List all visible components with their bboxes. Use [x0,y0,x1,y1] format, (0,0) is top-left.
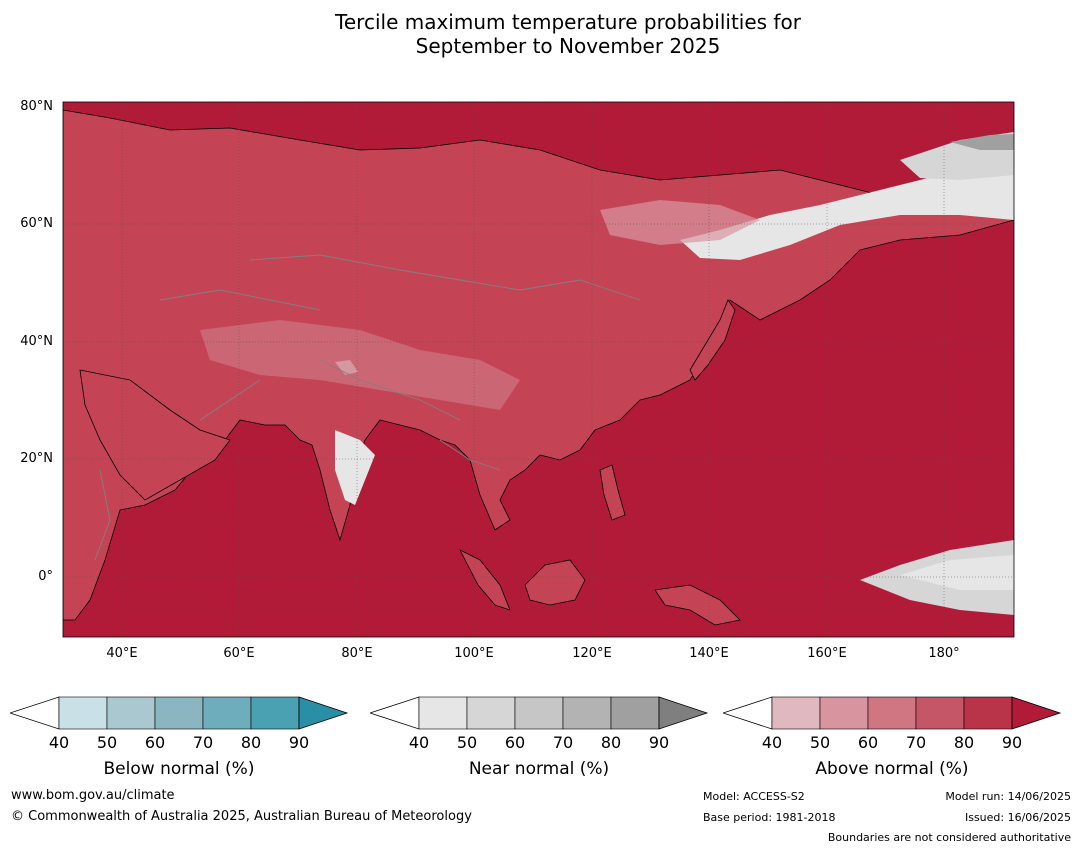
near-normal-india [335,430,375,505]
cb-near-tick-80: 80 [600,733,622,752]
lon-label-160e: 160°E [807,646,847,661]
cb-above-tick-50: 50 [809,733,831,752]
cb-below-tick-80: 80 [240,733,262,752]
cb-below-tick-60: 60 [144,733,166,752]
cb-near-tick-60: 60 [504,733,526,752]
cb-below-60 [154,696,204,730]
landmass-japan [689,299,736,381]
title-line-1: Tercile maximum temperature probabilitie… [335,10,801,34]
footer-base-period: Base period: 1981-2018 [703,811,836,824]
map-title: Tercile maximum temperature probabilitie… [0,10,1081,58]
footer-model-run: Model run: 14/06/2025 [945,790,1071,803]
cb-above-label: Above normal (%) [815,759,969,779]
lon-label-80e: 80°E [341,646,373,661]
country-borders [94,254,641,561]
cb-above-80 [963,696,1013,730]
cb-near-label: Near normal (%) [468,759,610,779]
lat-label-60n: 60°N [20,216,53,231]
near-normal-arctic-dark [950,134,1014,150]
lat-label-80n: 80°N [20,99,53,114]
cb-below-50 [106,696,156,730]
footer-copyright: © Commonwealth of Australia 2025, Austra… [11,809,472,824]
colorbar-below-normal [10,696,349,730]
lon-label-140e: 140°E [689,646,729,661]
footer-issued: Issued: 16/06/2025 [964,811,1071,824]
cb-above-70 [915,696,965,730]
landmass-newguinea [654,584,741,626]
above-normal-moderate-asia [200,320,520,410]
cb-above-tick-70: 70 [905,733,927,752]
cb-above-tick-40: 40 [761,733,783,752]
cb-above-tick-60: 60 [857,733,879,752]
cb-near-tick-90: 90 [648,733,670,752]
colorbar-near-normal [370,696,709,730]
cb-below-40 [58,696,108,730]
lon-label-60e: 60°E [223,646,255,661]
landmass-borneo [524,559,586,606]
footer-website: www.bom.gov.au/climate [11,788,175,803]
cb-below-tick-70: 70 [192,733,214,752]
landmass-sumatra [459,549,511,611]
above-normal-moderate-siberia [600,200,760,245]
lon-label-40e: 40°E [106,646,138,661]
cb-near-tick-50: 50 [456,733,478,752]
lat-label-40n: 40°N [20,334,53,349]
cb-near-tick-70: 70 [552,733,574,752]
cb-near-80 [610,696,660,730]
cb-above-tick-80: 80 [953,733,975,752]
cb-near-tick-40: 40 [408,733,430,752]
cb-above-60 [867,696,917,730]
colorbar-above-normal [723,696,1062,730]
landmass-arabia [79,369,231,501]
cb-below-tick-50: 50 [96,733,118,752]
cb-near-60 [514,696,564,730]
title-line-2: September to November 2025 [415,34,721,58]
cb-below-tick-90: 90 [288,733,310,752]
lat-label-0: 0° [38,569,53,584]
cb-below-80 [250,696,300,730]
cb-below-tick-40: 40 [48,733,70,752]
cb-near-40 [418,696,468,730]
landmass-philippines [599,464,626,521]
cb-below-label: Below normal (%) [103,759,255,779]
near-normal-pacific-light [900,555,1014,590]
map-frame [62,101,1015,638]
cb-above-tick-90: 90 [1001,733,1023,752]
lon-label-120e: 120°E [572,646,612,661]
cb-below-70 [202,696,252,730]
cb-above-40 [771,696,821,730]
cb-near-50 [466,696,516,730]
graticule [63,102,1014,637]
lon-label-180: 180° [928,646,960,661]
lon-label-100e: 100°E [454,646,494,661]
cb-near-70 [562,696,612,730]
footer-model: Model: ACCESS-S2 [703,790,805,803]
near-normal-northeast-siberia [680,160,1014,260]
lat-label-20n: 20°N [20,451,53,466]
footer-disclaimer: Boundaries are not considered authoritat… [827,831,1071,844]
cb-above-50 [819,696,869,730]
